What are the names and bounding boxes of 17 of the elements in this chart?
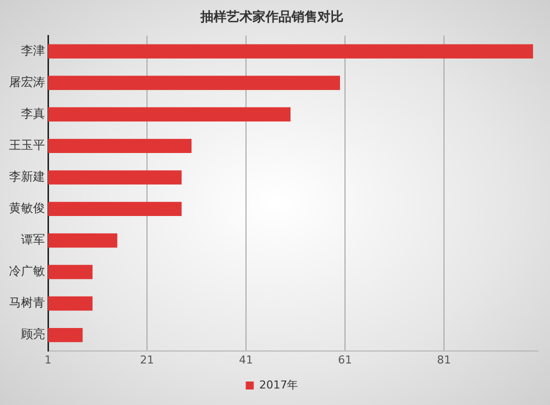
y-tick-label: 黄敏俊	[9, 201, 45, 216]
x-tick-label: 1	[44, 353, 52, 366]
x-tick-label: 41	[238, 353, 253, 366]
y-tick-label: 冷广敏	[9, 264, 45, 278]
y-tick-label: 李新建	[9, 170, 45, 184]
y-tick-label: 顾亮	[21, 327, 45, 342]
x-tick-label: 21	[140, 353, 154, 366]
legend-label: 2017年	[259, 378, 298, 392]
x-tick-label: 81	[436, 353, 451, 366]
chart-title: 抽样艺术家作品销售对比	[200, 9, 344, 26]
y-tick-label: 李真	[21, 106, 45, 121]
y-tick-label: 王玉平	[9, 138, 45, 152]
y-tick-label: 谭军	[21, 232, 45, 247]
x-tick-label: 61	[338, 353, 352, 366]
y-tick-label: 马树青	[9, 296, 45, 310]
y-tick-label: 李津	[21, 43, 45, 58]
y-tick-label: 屠宏涛	[9, 75, 45, 90]
